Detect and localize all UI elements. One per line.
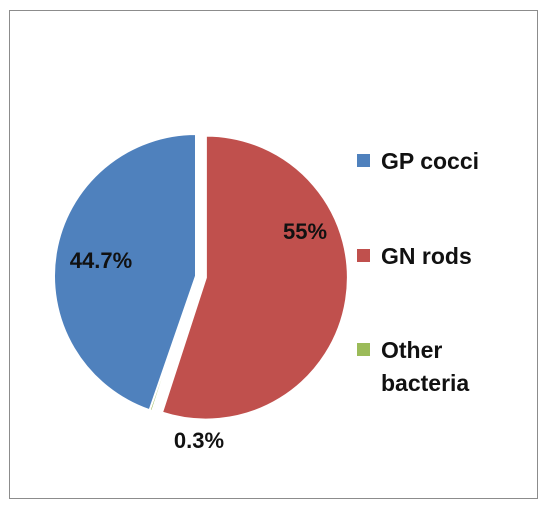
legend-swatch-other-bacteria	[357, 343, 370, 356]
legend-swatch-gp-cocci	[357, 154, 370, 167]
data-label-other-bacteria: 0.3%	[174, 428, 224, 453]
data-labels: 44.7% 55% 0.3%	[70, 219, 327, 453]
legend: GP cocci GN rods Other bacteria	[357, 148, 479, 396]
data-label-gp-cocci: 44.7%	[70, 248, 132, 273]
legend-item-other-bacteria: Other bacteria	[357, 337, 469, 396]
legend-item-gn-rods: GN rods	[357, 243, 472, 269]
data-label-gn-rods: 55%	[283, 219, 327, 244]
legend-label-other-bacteria-line2: bacteria	[381, 370, 469, 396]
pie-slice-gp-cocci	[53, 132, 197, 412]
legend-label-gn-rods: GN rods	[381, 243, 472, 269]
legend-label-other-bacteria-line1: Other	[381, 337, 442, 363]
pie-slice-gn-rods	[160, 134, 349, 421]
legend-swatch-gn-rods	[357, 249, 370, 262]
legend-label-gp-cocci: GP cocci	[381, 148, 479, 174]
pie-slices	[53, 132, 349, 421]
legend-item-gp-cocci: GP cocci	[357, 148, 479, 174]
